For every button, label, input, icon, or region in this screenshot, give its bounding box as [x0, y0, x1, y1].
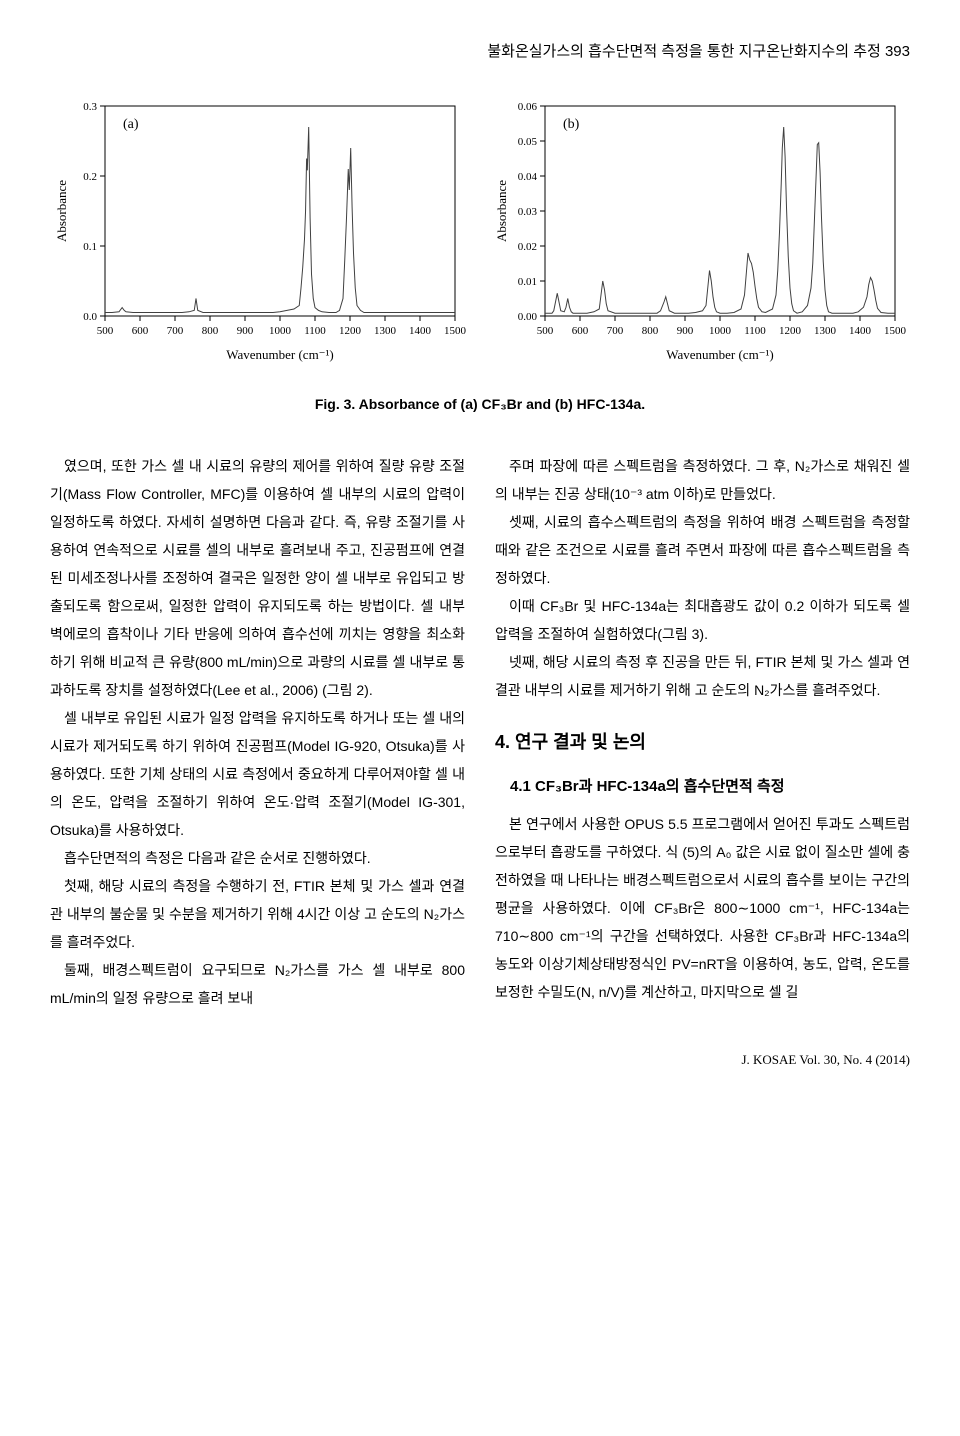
chart-b-block: 500 600 700 800 900 1000 1100 1200 1300 1400 1500 0… — [490, 91, 910, 376]
svg-text:1400: 1400 — [849, 325, 872, 337]
svg-text:0.05: 0.05 — [518, 136, 538, 148]
svg-text:500: 500 — [537, 325, 554, 337]
svg-text:1200: 1200 — [339, 325, 362, 337]
svg-text:0.1: 0.1 — [83, 241, 97, 253]
left-p1: 였으며, 또한 가스 셀 내 시료의 유량의 제어를 위하여 질량 유량 조절기… — [50, 452, 465, 704]
chart-a: 500 600 700 800 900 1000 1100 1200 1300 1400 1500 0… — [50, 91, 470, 371]
svg-text:1500: 1500 — [884, 325, 907, 337]
left-p3: 흡수단면적의 측정은 다음과 같은 순서로 진행하였다. — [50, 844, 465, 872]
section-heading: 4. 연구 결과 및 논의 — [495, 724, 910, 760]
svg-text:1000: 1000 — [709, 325, 732, 337]
svg-text:1500: 1500 — [444, 325, 467, 337]
svg-text:700: 700 — [167, 325, 184, 337]
svg-text:1400: 1400 — [409, 325, 432, 337]
svg-text:0.00: 0.00 — [518, 311, 538, 323]
svg-text:Absorbance: Absorbance — [54, 180, 69, 242]
left-p2: 셀 내부로 유입된 시료가 일정 압력을 유지하도록 하거나 또는 셀 내의 시… — [50, 704, 465, 844]
svg-text:0.2: 0.2 — [83, 171, 97, 183]
svg-text:500: 500 — [97, 325, 114, 337]
page-header: 불화온실가스의 흡수단면적 측정을 통한 지구온난화지수의 추정 393 — [50, 40, 910, 61]
svg-text:1000: 1000 — [269, 325, 292, 337]
chart-a-block: 500 600 700 800 900 1000 1100 1200 1300 1400 1500 0… — [50, 91, 470, 376]
svg-text:Wavenumber (cm⁻¹): Wavenumber (cm⁻¹) — [666, 347, 774, 362]
two-column-layout: 였으며, 또한 가스 셀 내 시료의 유량의 제어를 위하여 질량 유량 조절기… — [50, 452, 910, 1012]
svg-text:Wavenumber (cm⁻¹): Wavenumber (cm⁻¹) — [226, 347, 334, 362]
svg-text:0.02: 0.02 — [518, 241, 537, 253]
left-column: 였으며, 또한 가스 셀 내 시료의 유량의 제어를 위하여 질량 유량 조절기… — [50, 452, 465, 1012]
svg-text:900: 900 — [237, 325, 254, 337]
right-p1: 주며 파장에 따른 스펙트럼을 측정하였다. 그 후, N₂가스로 채워진 셀의… — [495, 452, 910, 508]
svg-text:0.04: 0.04 — [518, 171, 538, 183]
svg-text:1100: 1100 — [304, 325, 326, 337]
svg-text:0.3: 0.3 — [83, 101, 97, 113]
svg-text:1300: 1300 — [814, 325, 837, 337]
svg-text:(b): (b) — [563, 117, 580, 132]
figure-caption: Fig. 3. Absorbance of (a) CF₃Br and (b) … — [50, 396, 910, 412]
left-p4: 첫째, 해당 시료의 측정을 수행하기 전, FTIR 본체 및 가스 셀과 연… — [50, 872, 465, 956]
left-p5: 둘째, 배경스펙트럼이 요구되므로 N₂가스를 가스 셀 내부로 800 mL/… — [50, 956, 465, 1012]
svg-text:1200: 1200 — [779, 325, 802, 337]
svg-text:800: 800 — [642, 325, 659, 337]
svg-text:600: 600 — [132, 325, 149, 337]
svg-text:1100: 1100 — [744, 325, 766, 337]
right-p4: 넷째, 해당 시료의 측정 후 진공을 만든 뒤, FTIR 본체 및 가스 셀… — [495, 648, 910, 704]
right-p3: 이때 CF₃Br 및 HFC-134a는 최대흡광도 값이 0.2 이하가 되도… — [495, 592, 910, 648]
svg-text:800: 800 — [202, 325, 219, 337]
svg-text:900: 900 — [677, 325, 694, 337]
svg-text:600: 600 — [572, 325, 589, 337]
svg-text:(a): (a) — [123, 117, 139, 132]
svg-text:700: 700 — [607, 325, 624, 337]
svg-text:0.0: 0.0 — [83, 311, 97, 323]
svg-text:0.06: 0.06 — [518, 101, 538, 113]
subsection-heading: 4.1 CF₃Br과 HFC-134a의 흡수단면적 측정 — [495, 772, 910, 802]
right-p2: 셋째, 시료의 흡수스펙트럼의 측정을 위하여 배경 스펙트럼을 측정할 때와 … — [495, 508, 910, 592]
svg-text:Absorbance: Absorbance — [494, 180, 509, 242]
svg-text:0.03: 0.03 — [518, 206, 538, 218]
svg-text:0.01: 0.01 — [518, 276, 537, 288]
right-column: 주며 파장에 따른 스펙트럼을 측정하였다. 그 후, N₂가스로 채워진 셀의… — [495, 452, 910, 1012]
svg-text:1300: 1300 — [374, 325, 397, 337]
right-p5: 본 연구에서 사용한 OPUS 5.5 프로그램에서 얻어진 투과도 스펙트럼으… — [495, 810, 910, 1006]
charts-container: 500 600 700 800 900 1000 1100 1200 1300 1400 1500 0… — [50, 91, 910, 376]
chart-b: 500 600 700 800 900 1000 1100 1200 1300 1400 1500 0… — [490, 91, 910, 371]
footer: J. KOSAE Vol. 30, No. 4 (2014) — [50, 1052, 910, 1068]
